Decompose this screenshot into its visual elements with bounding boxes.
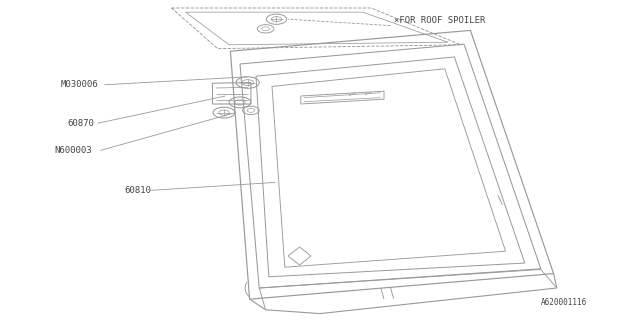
Text: 60810: 60810 bbox=[125, 186, 152, 195]
Text: M030006: M030006 bbox=[61, 80, 99, 89]
Text: 60870: 60870 bbox=[67, 119, 94, 128]
Text: ×FOR ROOF SPOILER: ×FOR ROOF SPOILER bbox=[394, 16, 485, 25]
Text: N600003: N600003 bbox=[54, 146, 92, 155]
Text: A620001116: A620001116 bbox=[541, 298, 587, 307]
